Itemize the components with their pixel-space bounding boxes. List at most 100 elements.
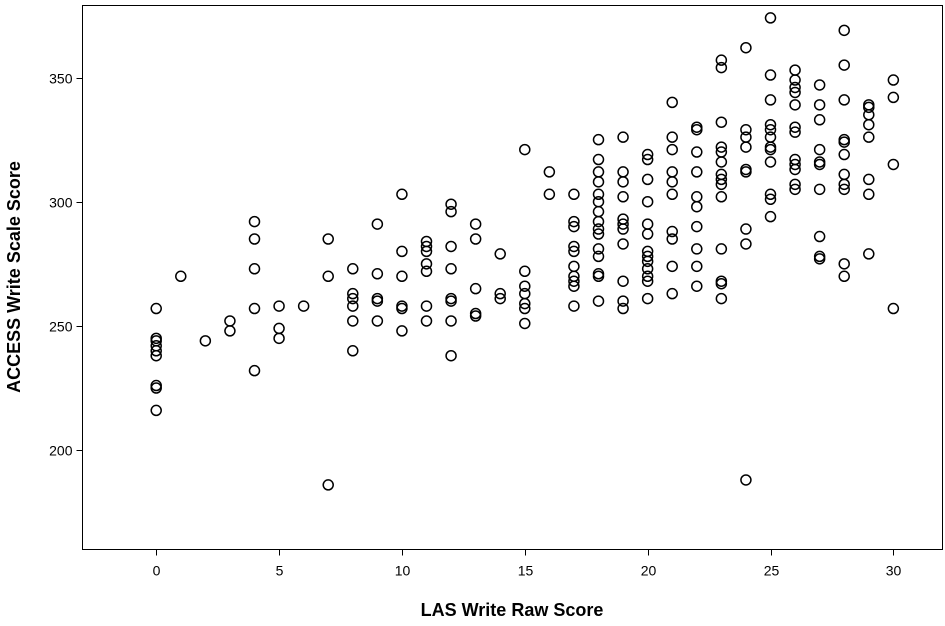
data-point xyxy=(396,302,408,315)
data-point xyxy=(740,223,752,235)
data-point xyxy=(715,243,728,255)
data-point xyxy=(273,332,285,345)
data-point xyxy=(715,156,728,168)
data-point xyxy=(764,210,777,223)
data-point xyxy=(691,123,703,136)
data-point xyxy=(715,173,728,186)
data-point xyxy=(445,263,457,275)
data-point xyxy=(887,158,900,171)
data-point xyxy=(617,302,629,315)
data-point xyxy=(740,131,752,143)
data-point xyxy=(789,81,801,94)
data-point xyxy=(838,258,850,270)
data-point xyxy=(617,295,629,307)
data-point xyxy=(150,345,162,357)
data-point xyxy=(666,96,678,109)
data-point xyxy=(813,253,826,265)
data-point xyxy=(175,270,187,283)
data-point xyxy=(396,245,408,258)
data-point xyxy=(519,265,531,278)
data-point xyxy=(543,188,556,201)
data-point xyxy=(420,245,433,258)
data-point xyxy=(150,349,162,362)
data-point xyxy=(396,270,408,283)
data-point xyxy=(592,205,605,218)
data-point xyxy=(641,195,654,208)
data-point xyxy=(691,260,703,273)
data-point xyxy=(764,193,777,206)
data-point xyxy=(617,223,629,235)
data-point xyxy=(641,263,654,275)
data-point xyxy=(764,69,777,81)
data-point xyxy=(592,166,605,178)
data-point xyxy=(420,300,433,312)
data-point xyxy=(568,240,580,253)
data-point xyxy=(543,166,556,178)
data-point xyxy=(789,183,801,196)
data-point xyxy=(691,166,703,178)
data-point xyxy=(813,158,826,171)
data-point xyxy=(641,250,654,263)
data-point xyxy=(863,248,875,260)
data-point xyxy=(445,315,457,327)
data-point xyxy=(568,280,580,292)
data-point xyxy=(740,474,752,486)
data-point xyxy=(715,116,728,128)
data-point xyxy=(617,166,629,178)
y-axis-title: ACCESS Write Scale Score xyxy=(4,161,24,393)
data-point xyxy=(887,302,900,315)
data-point xyxy=(396,325,408,337)
data-point xyxy=(519,317,531,330)
data-point xyxy=(838,183,850,196)
data-point xyxy=(666,131,678,143)
data-point xyxy=(691,243,703,255)
data-point xyxy=(568,300,580,312)
data-point xyxy=(764,123,777,136)
data-point xyxy=(715,292,728,305)
data-point xyxy=(617,191,629,203)
data-point xyxy=(445,295,457,307)
data-point xyxy=(469,282,482,295)
data-point xyxy=(838,270,850,283)
data-point xyxy=(863,109,875,121)
data-point xyxy=(248,364,261,377)
data-point xyxy=(813,114,826,126)
data-point xyxy=(592,270,605,283)
data-point xyxy=(641,255,654,268)
data-point xyxy=(445,349,457,362)
data-point xyxy=(666,176,678,188)
data-point xyxy=(740,41,752,54)
y-tick-label: 200 xyxy=(49,443,73,459)
data-point xyxy=(494,248,506,260)
data-point xyxy=(592,215,605,228)
x-tick-label: 5 xyxy=(276,563,284,579)
data-points xyxy=(150,12,900,491)
data-point xyxy=(199,335,212,347)
data-point xyxy=(617,176,629,188)
data-point xyxy=(887,91,900,104)
data-point xyxy=(863,131,875,143)
data-point xyxy=(445,205,457,218)
data-point xyxy=(813,79,826,91)
data-point xyxy=(322,233,334,245)
data-point xyxy=(789,121,801,133)
data-point xyxy=(592,228,605,240)
data-point xyxy=(740,123,752,136)
data-point xyxy=(666,143,678,156)
data-point xyxy=(764,143,777,156)
data-point xyxy=(150,302,162,315)
data-point xyxy=(715,191,728,203)
data-point xyxy=(691,200,703,213)
data-point xyxy=(273,322,285,335)
x-axis-title: LAS Write Raw Score xyxy=(421,600,604,620)
data-point xyxy=(666,260,678,273)
data-point xyxy=(445,198,457,210)
data-point xyxy=(347,263,359,275)
data-point xyxy=(813,183,826,196)
data-point xyxy=(691,146,703,158)
data-point xyxy=(347,315,359,327)
data-point xyxy=(420,315,433,327)
data-point xyxy=(691,280,703,292)
data-point xyxy=(224,325,236,337)
